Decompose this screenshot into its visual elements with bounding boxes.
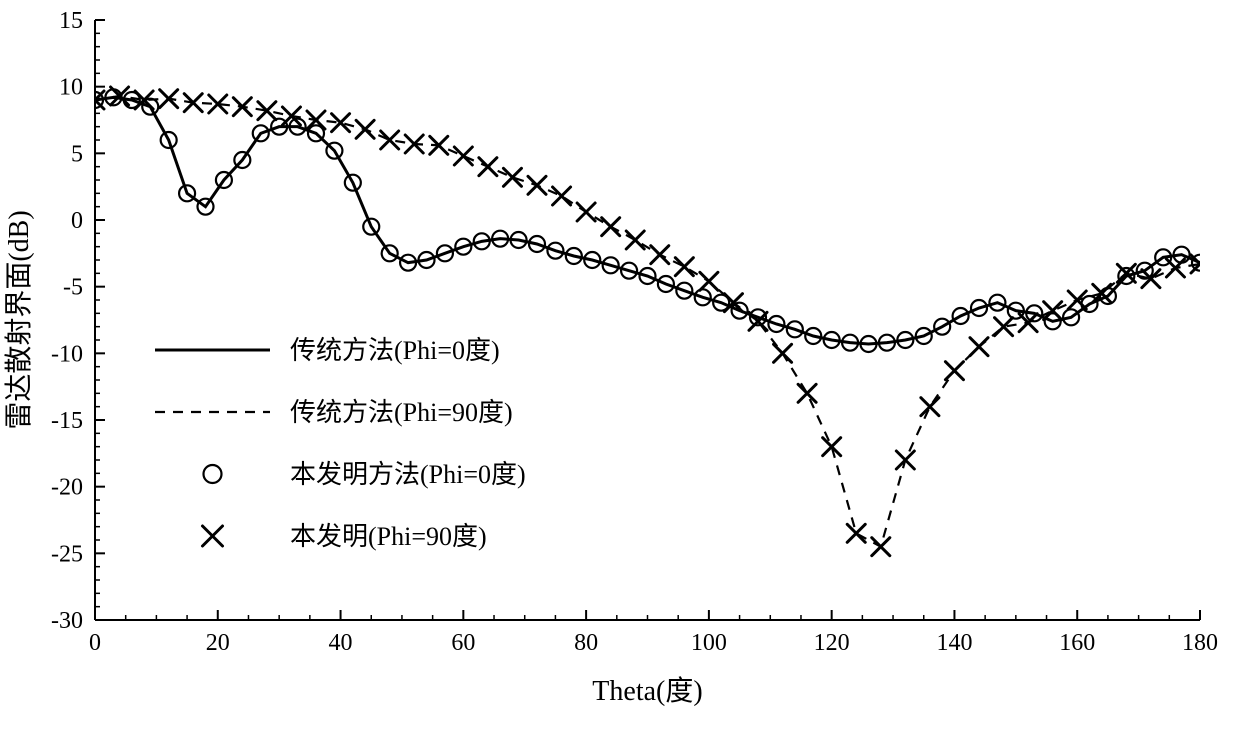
y-tick-label: 5 bbox=[71, 141, 83, 167]
y-tick-label: 10 bbox=[59, 75, 83, 101]
y-tick-label: -30 bbox=[51, 608, 83, 634]
series-markers-phi0 bbox=[87, 89, 1208, 352]
series-markers-phi90 bbox=[86, 87, 1209, 556]
legend-label: 传统方法(Phi=0度) bbox=[290, 336, 500, 365]
y-tick-label: -10 bbox=[51, 341, 83, 367]
x-tick-label: 140 bbox=[936, 630, 972, 656]
marker-circle bbox=[204, 465, 222, 483]
x-tick-label: 0 bbox=[89, 630, 101, 656]
y-tick-label: -25 bbox=[51, 541, 83, 567]
legend-label: 本发明方法(Phi=0度) bbox=[290, 460, 526, 489]
chart-container: 020406080100120140160180-30-25-20-15-10-… bbox=[0, 0, 1240, 735]
x-tick-label: 80 bbox=[574, 630, 598, 656]
legend-label: 传统方法(Phi=90度) bbox=[290, 398, 513, 427]
y-tick-label: -5 bbox=[63, 275, 83, 301]
x-tick-label: 180 bbox=[1182, 630, 1218, 656]
x-tick-label: 100 bbox=[691, 630, 727, 656]
x-tick-label: 160 bbox=[1059, 630, 1095, 656]
x-tick-label: 60 bbox=[451, 630, 475, 656]
y-tick-label: 0 bbox=[71, 208, 83, 234]
x-tick-label: 120 bbox=[814, 630, 850, 656]
legend: 传统方法(Phi=0度) 传统方法(Phi=90度) 本发明方法(Phi=0度) 本发… bbox=[155, 336, 526, 551]
y-tick-label: 15 bbox=[59, 8, 83, 34]
plot-group bbox=[86, 87, 1209, 556]
legend-label: 本发明(Phi=90度) bbox=[290, 522, 487, 551]
series-line-phi0 bbox=[95, 97, 1200, 344]
rcs-chart: 020406080100120140160180-30-25-20-15-10-… bbox=[0, 0, 1240, 735]
x-tick-label: 40 bbox=[329, 630, 353, 656]
y-tick-label: -15 bbox=[51, 408, 83, 434]
y-tick-label: -20 bbox=[51, 475, 83, 501]
y-axis-label: 雷达散射界面(dB) bbox=[3, 210, 35, 429]
x-axis-label: Theta(度) bbox=[592, 675, 702, 707]
x-tick-label: 20 bbox=[206, 630, 230, 656]
